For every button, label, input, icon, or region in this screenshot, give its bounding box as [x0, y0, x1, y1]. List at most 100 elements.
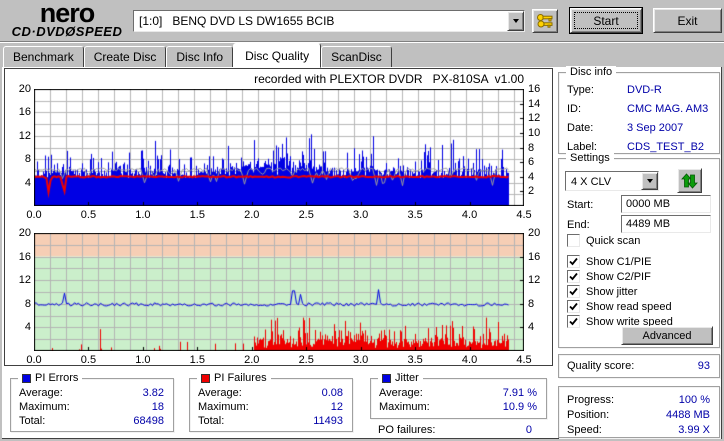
tab-page-disc-quality: recorded with PLEXTOR DVDR PX-810SA v1.0…: [2, 66, 722, 439]
x-axis-tick: 3.0: [353, 354, 369, 366]
checkbox-quick-scan[interactable]: [567, 234, 580, 247]
y-axis-tick: 4: [528, 170, 535, 183]
checkbox-label: Show read speed: [586, 300, 672, 313]
x-axis-tick: 2.5: [298, 209, 314, 221]
stat-row: Total: 68498: [19, 415, 164, 428]
po-failures-value: 0: [525, 424, 532, 436]
checkbox-row-quick-scan[interactable]: Quick scan: [567, 233, 715, 248]
stat-value: 7.91 %: [502, 387, 537, 399]
tab-disc-info[interactable]: Disc Info: [166, 46, 234, 68]
stat-label: Maximum:: [198, 401, 249, 413]
y-axis-tick: 12: [18, 274, 31, 287]
y-axis-tick: 4: [24, 176, 31, 189]
stat-row: Speed: 3.99 X: [567, 423, 710, 437]
stat-value: 4488 MB: [665, 409, 710, 421]
stat-row: Maximum: 18: [19, 401, 164, 414]
x-axis-tick: 1.5: [189, 354, 205, 366]
stat-row: Average: 3.82: [19, 387, 164, 400]
disc-info-row: Label: CDS_TEST_B2: [567, 138, 713, 156]
disc-info-label: Date:: [567, 122, 594, 134]
end-input[interactable]: 4489 MB: [621, 215, 711, 233]
stat-label: Speed:: [567, 424, 602, 436]
checkbox-row-show-jitter[interactable]: Show jitter: [567, 284, 715, 299]
disc-info-group: Disc info Type: DVD-R ID: CMC MAG. AM3 Date:…: [558, 66, 720, 156]
start-field-label: Start:: [567, 199, 594, 211]
stat-value: 68498: [133, 415, 164, 427]
stat-value: 3.82: [142, 387, 164, 399]
tab-disc-quality[interactable]: Disc Quality: [233, 43, 322, 68]
x-axis-tick: 0.0: [26, 209, 42, 221]
cd-dvd-speed-logo-text: CD·DVDØSPEED: [11, 24, 123, 39]
x-axis-tick: 0.5: [80, 354, 97, 366]
stat-value: 0.08: [321, 387, 343, 399]
x-axis-tick: 3.5: [407, 354, 423, 366]
advanced-button[interactable]: Advanced: [621, 326, 713, 345]
y-axis-tick: 6: [528, 156, 535, 169]
checkbox-show-read-speed[interactable]: [567, 300, 580, 313]
tab-scandisc[interactable]: ScanDisc: [321, 46, 392, 68]
checkbox-row-show-read-speed[interactable]: Show read speed: [567, 299, 715, 314]
stat-row: Maximum: 10.9 %: [379, 401, 537, 414]
y-axis-tick: 10: [528, 126, 541, 139]
stat-label: Total:: [19, 415, 46, 427]
jitter-group: Jitter Average: 7.91 % Maximum: 10.9 %: [370, 372, 547, 419]
x-axis-tick: 4.5: [516, 354, 532, 366]
exit-button[interactable]: Exit: [653, 8, 722, 33]
checkbox-show-jitter[interactable]: [567, 285, 580, 298]
checkbox-show-c1-pie[interactable]: [567, 255, 580, 268]
checkbox-label: Show write speed: [586, 315, 673, 328]
refresh-icon: [681, 172, 698, 192]
end-field-label: End:: [567, 219, 590, 231]
tab-create-disc[interactable]: Create Disc: [83, 46, 167, 68]
jitter-color-swatch: [382, 373, 391, 383]
drive-select[interactable]: [1:0] BENQ DVD LS DW1655 BCIB: [133, 10, 525, 32]
chevron-down-icon[interactable]: [641, 172, 658, 190]
jitter-pif-chart: [34, 233, 524, 351]
x-axis-tick: 1.0: [135, 354, 151, 366]
quality-score-value: 93: [697, 360, 710, 372]
stat-row: Total: 11493: [198, 415, 343, 428]
y-axis-tick: 20: [528, 227, 541, 239]
stat-row: Maximum: 12: [198, 401, 343, 414]
charts-panel: recorded with PLEXTOR DVDR PX-810SA v1.0…: [4, 68, 553, 366]
y-axis-tick: 20: [18, 227, 31, 239]
checkbox-show-c2-pif[interactable]: [567, 270, 580, 283]
stat-label: Maximum:: [379, 401, 430, 413]
checkbox-row-show-c1-pie[interactable]: Show C1/PIE: [567, 254, 715, 269]
x-axis-tick: 1.5: [189, 209, 205, 221]
disc-info-value: CMC MAG. AM3: [627, 103, 709, 115]
checkbox-row-show-c2-pif[interactable]: Show C2/PIF: [567, 269, 715, 284]
x-axis-tick: 2.0: [244, 209, 260, 221]
disc-info-row: ID: CMC MAG. AM3: [567, 100, 713, 118]
start-input[interactable]: 0000 MB: [621, 195, 711, 213]
disc-info-row: Type: DVD-R: [567, 81, 713, 99]
disc-info-label: Type:: [567, 84, 594, 96]
refresh-button[interactable]: [677, 168, 702, 193]
po-failures-label: PO failures:: [378, 424, 436, 436]
chevron-down-icon[interactable]: [507, 11, 524, 31]
pi-failures-group: PI Failures Average: 0.08 Maximum: 12 Total:…: [189, 372, 353, 432]
y-axis-tick: 8: [528, 141, 535, 154]
header-divider: [0, 41, 724, 43]
disc-info-value: CDS_TEST_B2: [627, 141, 705, 153]
stat-label: Maximum:: [19, 401, 70, 413]
pi-errors-title: PI Errors: [35, 372, 79, 384]
disc-info-title: Disc info: [566, 66, 617, 78]
checkbox-row-show-write-speed[interactable]: Show write speed: [567, 314, 715, 329]
speed-select[interactable]: 4 X CLV: [565, 171, 659, 191]
stat-value: 100 %: [678, 394, 710, 406]
po-failures-row: PO failures: 0: [378, 424, 532, 437]
start-button[interactable]: Start: [570, 8, 642, 33]
x-axis-tick: 3.5: [407, 209, 423, 221]
keys-button[interactable]: [532, 9, 558, 33]
disc-info-label: Label:: [567, 141, 597, 153]
y-axis-tick: 16: [528, 83, 541, 95]
keys-icon: [536, 14, 554, 32]
tab-benchmark[interactable]: Benchmark: [3, 46, 84, 68]
stat-label: Average:: [19, 387, 63, 399]
x-axis-tick: 4.0: [461, 209, 478, 221]
disc-info-value: 3 Sep 2007: [627, 122, 684, 134]
stat-label: Average:: [379, 387, 423, 399]
checkbox-show-write-speed[interactable]: [567, 315, 580, 328]
chart-title: recorded with PLEXTOR DVDR PX-810SA v1.0…: [254, 72, 524, 86]
